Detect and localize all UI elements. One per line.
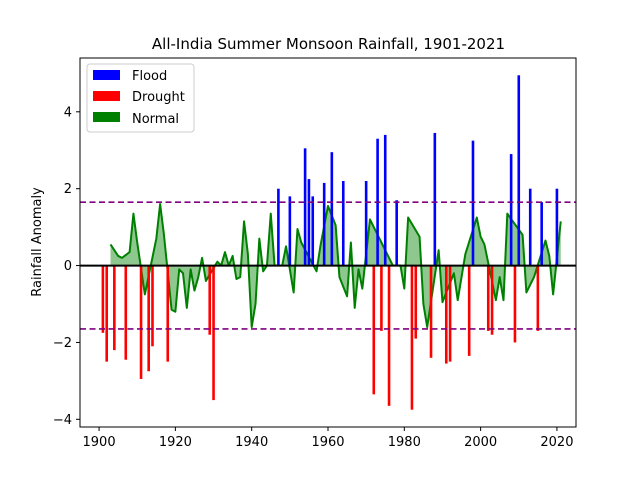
axes: 1900 1920 1940 1960 1980 2000 2020 −4 −2 0 2 4 [53,57,577,450]
drought-bar [467,265,471,356]
flood-bar [528,188,532,266]
drought-bar [124,265,128,360]
flood-bar [288,196,292,266]
y-tick-label: 4 [64,105,72,120]
normal-line [109,203,562,329]
flood-bar [330,152,334,266]
drought-bar [429,265,433,358]
legend-flood-label: Flood [132,69,167,84]
y-axis-label: Rainfall Anomaly [30,187,45,297]
flood-bar [277,188,280,266]
drought-bar [414,265,418,339]
flood-bar [395,200,398,266]
drought-bar [105,265,109,362]
y-tick-label: 0 [64,259,72,274]
x-tick-label: 1920 [159,435,192,450]
drought-bar [536,265,540,331]
flood-bar [341,181,345,266]
flood-bar [433,132,437,266]
drought-bar [513,265,517,343]
reference-lines [80,201,576,330]
drought-bar [147,265,150,372]
drought-bar [410,265,414,410]
flood-bar [303,148,307,266]
legend-flood-swatch [93,70,120,80]
drought-bar [212,265,215,401]
drought-bar [448,265,452,362]
drought-bar [380,265,383,331]
x-tick-label: 1960 [311,435,344,450]
legend-normal-label: Normal [132,112,179,127]
drought-bar [151,265,154,347]
drought-bar [208,265,212,335]
drought-bar [166,265,170,362]
chart-title: All-India Summer Monsoon Rainfall, 1901-… [152,35,505,53]
x-tick-label: 2000 [464,435,497,450]
x-tick-label: 1940 [235,435,268,450]
drought-bar [490,265,494,335]
x-tick-label: 1900 [83,435,116,450]
y-tick-label: 2 [64,182,72,197]
drought-bar [486,265,490,331]
flood-bar [311,196,315,266]
drought-bar [387,265,391,406]
legend: Flood Drought Normal [86,63,195,133]
legend-drought-label: Drought [132,90,185,105]
flood-bar [307,179,311,266]
y-tick-label: −2 [53,336,72,351]
flood-bar [540,202,543,266]
x-tick-label: 2020 [540,435,573,450]
drought-bar [372,265,376,395]
flood-bar [471,140,475,266]
x-tick-label: 1980 [388,435,421,450]
flood-bar [509,154,513,266]
flood-bar [383,134,387,266]
plot-area [80,75,576,410]
legend-normal-swatch [93,112,120,122]
drought-bar [101,265,105,333]
flood-bar [364,181,368,266]
flood-bar [555,188,559,266]
legend-drought-swatch [93,91,120,101]
drought-bar [444,265,448,364]
flood-bar [517,75,521,266]
flood-bar [322,182,326,266]
y-tick-label: −4 [53,413,72,428]
drought-bar [113,265,116,351]
drought-bar [139,265,143,379]
